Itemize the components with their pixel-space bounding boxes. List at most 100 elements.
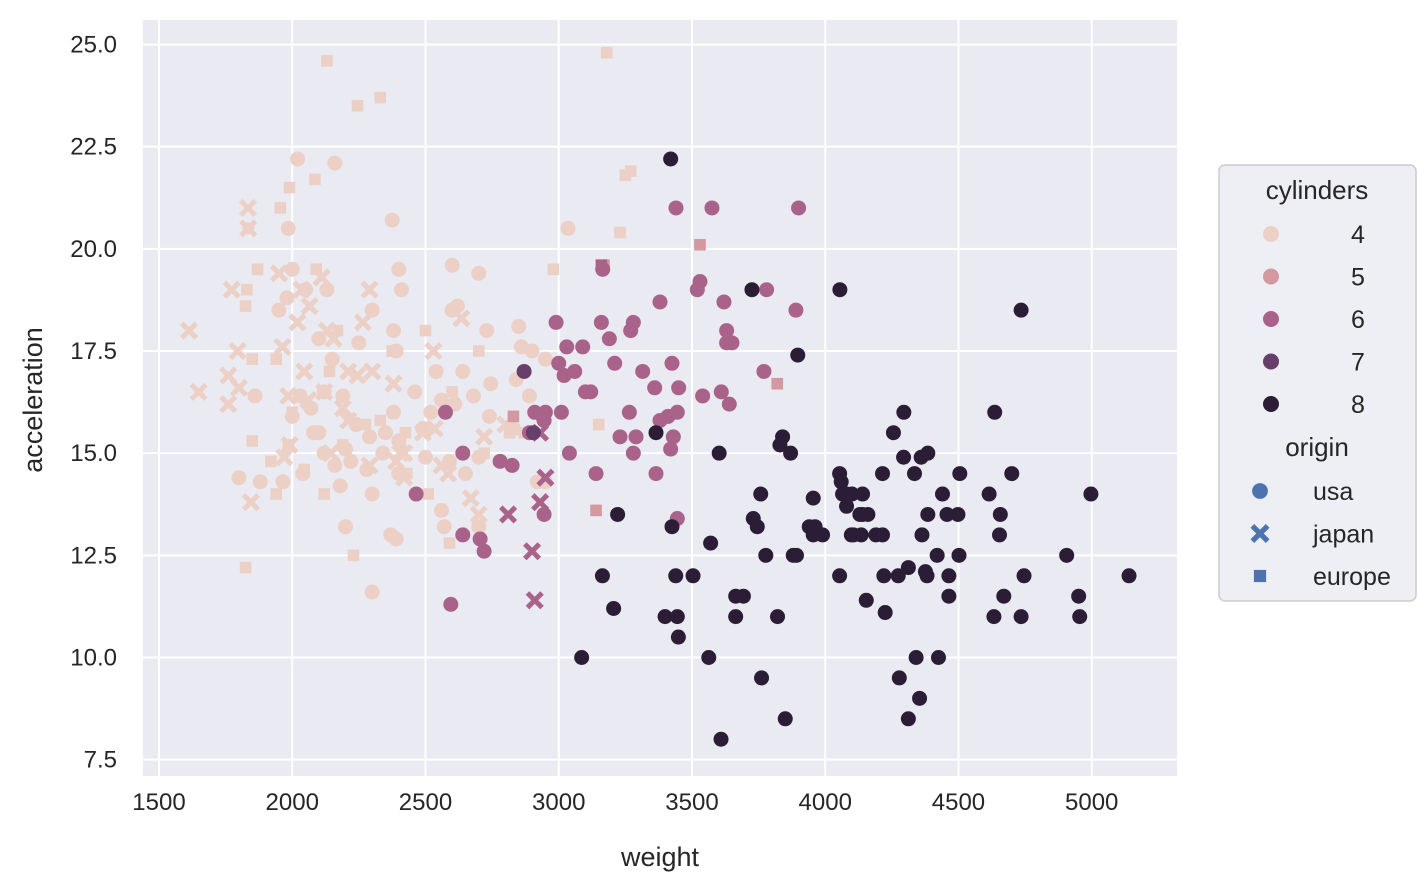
data-point (703, 535, 719, 551)
data-point (670, 629, 686, 645)
data-point (189, 382, 208, 401)
data-point (363, 362, 382, 381)
data-point (374, 91, 386, 104)
data-point (269, 264, 288, 283)
data-point (504, 457, 520, 473)
data-point (525, 425, 541, 441)
data-point (347, 549, 360, 562)
data-point (561, 445, 577, 461)
data-point (607, 355, 623, 371)
data-point (348, 366, 367, 385)
data-point (388, 531, 404, 547)
data-point (875, 466, 891, 482)
data-point (1072, 609, 1088, 625)
data-point (614, 226, 626, 239)
data-point (719, 323, 735, 339)
data-point (461, 489, 480, 508)
data-point (455, 445, 471, 461)
data-point (364, 584, 380, 600)
data-point (242, 222, 255, 235)
data-point (399, 426, 412, 439)
legend-hue-label: 8 (1351, 391, 1365, 419)
data-point (323, 365, 336, 378)
data-point (483, 376, 499, 392)
data-point (652, 294, 668, 310)
data-point (996, 588, 1012, 604)
data-point (279, 290, 295, 306)
x-axis-ticks: 1500 2000 2500 3000 3500 4000 4500 5000 (132, 789, 1118, 816)
data-point (321, 55, 333, 67)
data-point (832, 568, 848, 584)
data-point (551, 355, 567, 371)
data-point (239, 561, 252, 574)
data-point (309, 173, 321, 186)
data-point (593, 314, 609, 330)
data-point (228, 341, 247, 361)
data-point (900, 560, 916, 576)
data-point (525, 591, 544, 610)
data-point (929, 547, 945, 563)
data-point (310, 263, 323, 276)
legend-hue-title: cylinders (1266, 175, 1369, 205)
data-point (324, 351, 340, 367)
data-point (362, 429, 378, 445)
data-point (621, 404, 637, 420)
data-point (716, 294, 732, 310)
data-point (758, 547, 774, 563)
data-point (537, 351, 553, 367)
data-point (754, 670, 770, 686)
data-point (275, 448, 294, 467)
data-point (507, 410, 520, 423)
data-point (288, 313, 307, 332)
data-point (664, 355, 680, 371)
data-point (772, 437, 788, 453)
data-point (805, 490, 821, 506)
data-point (516, 363, 532, 379)
data-point (321, 444, 340, 463)
data-point (1121, 568, 1137, 584)
data-point (472, 531, 488, 547)
data-point (360, 456, 379, 475)
data-point (908, 649, 924, 665)
data-point (443, 596, 459, 612)
data-point (606, 600, 622, 616)
data-points (180, 46, 1137, 747)
data-point (536, 506, 552, 522)
legend-style-label: japan (1312, 521, 1374, 549)
data-point (299, 391, 318, 410)
data-point (351, 100, 364, 112)
data-point (286, 406, 299, 419)
data-point (241, 493, 260, 512)
data-point (791, 200, 807, 216)
data-point (531, 493, 550, 512)
data-point (394, 282, 409, 298)
data-point (844, 486, 860, 502)
data-point (663, 151, 679, 167)
data-point (439, 464, 458, 483)
data-point (890, 568, 906, 584)
data-point (457, 466, 473, 482)
data-point (229, 378, 248, 397)
data-point (343, 453, 359, 469)
data-point (331, 324, 344, 337)
data-point (327, 457, 343, 473)
legend-hue-marker (1263, 396, 1279, 412)
data-point (891, 670, 907, 686)
data-point (547, 263, 560, 276)
data-point (625, 314, 641, 330)
data-point (713, 384, 729, 400)
data-point (783, 445, 799, 461)
data-point (610, 506, 626, 522)
x-tick-label: 4500 (932, 789, 985, 816)
data-point (292, 280, 311, 299)
data-point (417, 449, 433, 465)
data-point (858, 592, 874, 608)
data-point (788, 547, 804, 563)
data-point (469, 505, 488, 524)
data-point (663, 441, 679, 457)
legend-style-label: usa (1313, 478, 1353, 506)
data-point (391, 261, 407, 277)
x-tick-label: 5000 (1065, 789, 1118, 816)
y-tick-label: 17.5 (70, 338, 117, 365)
data-point (647, 380, 663, 396)
